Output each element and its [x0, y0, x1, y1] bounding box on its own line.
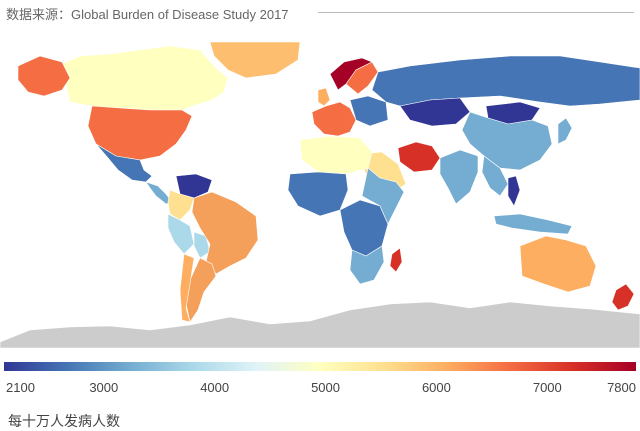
- legend-tick-label: 7000: [532, 380, 562, 395]
- region-mexico: [95, 143, 153, 183]
- region-australia: [519, 235, 597, 293]
- legend-color-bar: [4, 362, 636, 371]
- legend-tick-label: 7800: [607, 380, 636, 395]
- region-iran: [397, 141, 441, 173]
- region-e-europe: [349, 95, 389, 127]
- region-bolivia: [193, 231, 211, 259]
- region-s-africa: [349, 245, 385, 285]
- legend-tick-label: 2100: [6, 380, 35, 395]
- legend-tick-label: 3000: [89, 380, 119, 395]
- region-antarctica: [0, 301, 640, 348]
- region-chile: [179, 253, 195, 323]
- header: 数据来源：Global Burden of Disease Study 2017: [0, 0, 640, 30]
- region-indonesia: [493, 213, 573, 235]
- region-canada: [61, 45, 229, 111]
- region-new-zealand: [611, 283, 635, 311]
- legend-tick-label: 4000: [200, 380, 230, 395]
- region-china: [461, 111, 553, 171]
- region-brazil: [191, 191, 259, 275]
- data-source-text: 数据来源：Global Burden of Disease Study 2017: [6, 7, 289, 22]
- legend-tick-label: 6000: [421, 380, 451, 395]
- region-kazakhstan: [399, 97, 471, 127]
- region-india: [439, 149, 479, 205]
- region-w-europe: [311, 101, 357, 137]
- legend-tick-label: 5000: [311, 380, 340, 395]
- region-alaska: [17, 55, 71, 97]
- region-russia: [371, 55, 640, 107]
- legend-caption: 每十万人发病人数: [8, 413, 120, 429]
- region-japan: [557, 117, 573, 145]
- region-se-asia: [481, 155, 509, 197]
- region-colombia: [167, 189, 195, 221]
- region-greenland: [209, 41, 301, 79]
- header-divider: [318, 12, 634, 13]
- region-peru: [167, 213, 195, 255]
- region-e-africa: [361, 167, 405, 225]
- world-choropleth-map: [0, 40, 640, 348]
- region-uk: [317, 87, 331, 107]
- region-vietnam: [507, 175, 521, 207]
- region-madagascar: [389, 247, 403, 273]
